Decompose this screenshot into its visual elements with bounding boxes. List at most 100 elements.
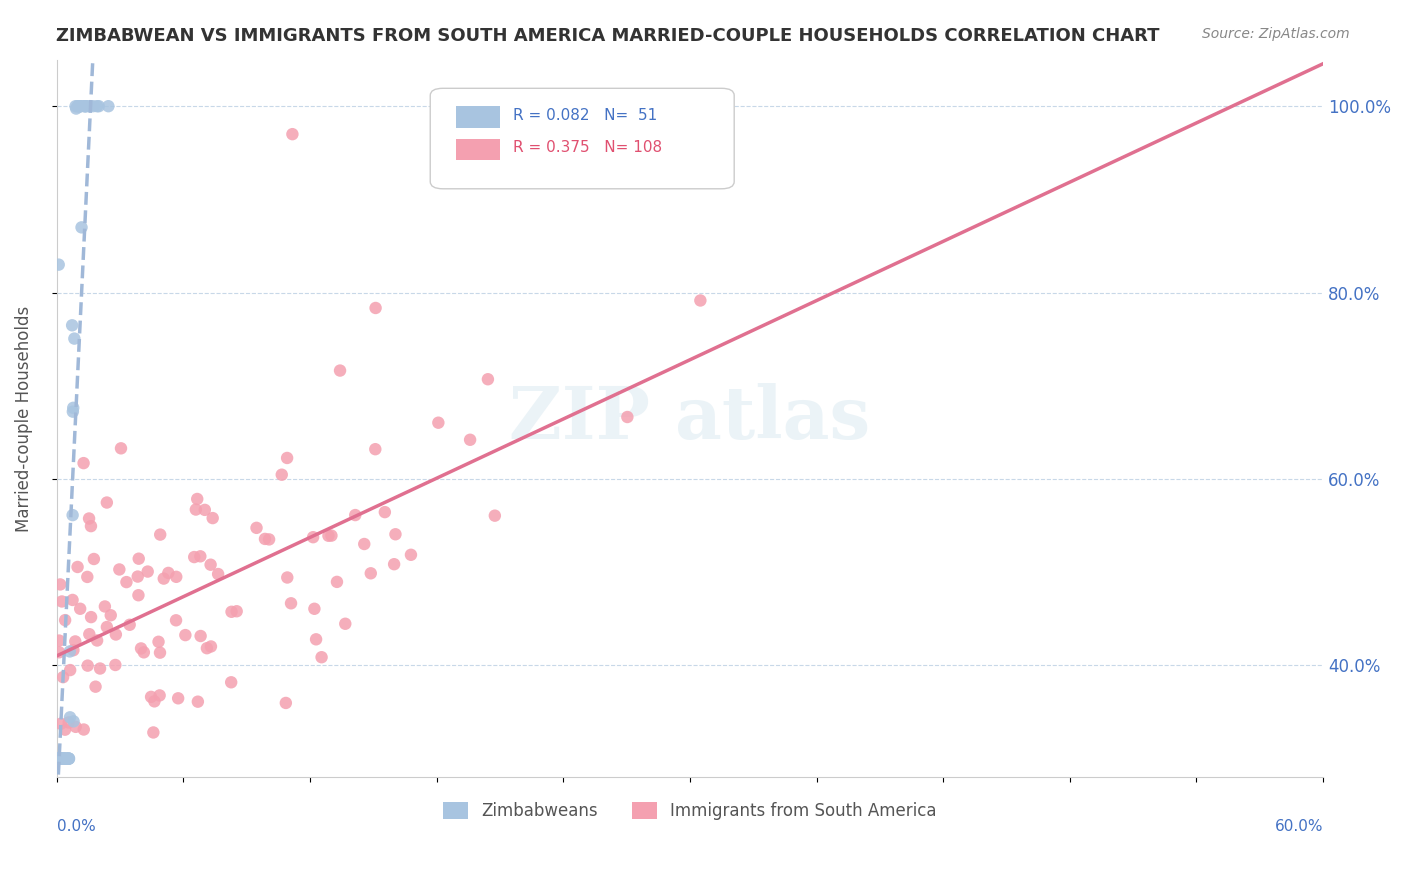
Immigrants from South America — [188, 549, 211, 564]
Zimbabweans — [51, 751, 73, 765]
Immigrants from South America — [77, 511, 100, 525]
Zimbabweans — [51, 751, 73, 765]
Text: ZIP atlas: ZIP atlas — [509, 383, 870, 454]
Immigrants from South America — [86, 633, 108, 648]
Immigrants from South America — [270, 467, 292, 482]
Zimbabweans — [53, 751, 76, 765]
Immigrants from South America — [59, 663, 82, 677]
Immigrants from South America — [52, 670, 75, 684]
Text: Source: ZipAtlas.com: Source: ZipAtlas.com — [1202, 27, 1350, 41]
Zimbabweans — [58, 751, 80, 765]
Immigrants from South America — [65, 720, 87, 734]
Zimbabweans — [58, 751, 80, 765]
Immigrants from South America — [280, 596, 302, 610]
Zimbabweans — [52, 751, 75, 765]
Zimbabweans — [52, 751, 75, 765]
Immigrants from South America — [129, 641, 152, 656]
Immigrants from South America — [427, 416, 450, 430]
Zimbabweans — [48, 258, 70, 272]
Immigrants from South America — [69, 601, 91, 615]
Immigrants from South America — [104, 627, 127, 641]
Immigrants from South America — [76, 570, 98, 584]
Immigrants from South America — [276, 450, 298, 465]
Zimbabweans — [48, 751, 70, 765]
Immigrants from South America — [100, 608, 122, 623]
Immigrants from South America — [201, 511, 224, 525]
Zimbabweans — [62, 404, 84, 418]
Immigrants from South America — [76, 658, 98, 673]
Immigrants from South America — [382, 558, 405, 572]
Immigrants from South America — [174, 628, 197, 642]
Immigrants from South America — [53, 613, 76, 627]
Zimbabweans — [49, 751, 72, 765]
Immigrants from South America — [96, 495, 118, 509]
Immigrants from South America — [219, 675, 242, 690]
Immigrants from South America — [184, 502, 207, 516]
Immigrants from South America — [58, 715, 80, 730]
Immigrants from South America — [335, 616, 357, 631]
Bar — [456, 106, 501, 128]
Zimbabweans — [82, 99, 104, 113]
Immigrants from South America — [118, 617, 141, 632]
Zimbabweans — [86, 99, 108, 113]
Immigrants from South America — [72, 456, 94, 470]
Immigrants from South America — [149, 527, 172, 541]
Immigrants from South America — [353, 537, 375, 551]
Immigrants from South America — [200, 640, 222, 654]
Immigrants from South America — [115, 575, 138, 590]
Zimbabweans — [59, 644, 82, 658]
Immigrants from South America — [65, 634, 87, 648]
Immigrants from South America — [305, 632, 328, 647]
Zimbabweans — [58, 751, 80, 765]
Immigrants from South America — [374, 505, 396, 519]
Immigrants from South America — [110, 442, 132, 456]
Immigrants from South America — [245, 521, 267, 535]
Immigrants from South America — [139, 690, 162, 704]
Immigrants from South America — [80, 610, 103, 624]
Zimbabweans — [69, 99, 91, 113]
Immigrants from South America — [143, 694, 166, 708]
Immigrants from South America — [104, 657, 127, 672]
Immigrants from South America — [360, 566, 382, 581]
Zimbabweans — [59, 710, 82, 724]
Immigrants from South America — [62, 593, 84, 607]
Immigrants from South America — [689, 293, 711, 308]
Zimbabweans — [55, 751, 77, 765]
Immigrants from South America — [49, 716, 72, 731]
Immigrants from South America — [477, 372, 499, 386]
Immigrants from South America — [157, 566, 180, 580]
Zimbabweans — [52, 751, 75, 765]
Immigrants from South America — [194, 503, 217, 517]
Immigrants from South America — [148, 634, 170, 648]
Immigrants from South America — [84, 680, 107, 694]
Zimbabweans — [69, 99, 91, 113]
Immigrants from South America — [326, 574, 349, 589]
Zimbabweans — [63, 332, 86, 346]
Immigrants from South America — [83, 552, 105, 566]
Immigrants from South America — [80, 519, 103, 533]
Immigrants from South America — [304, 601, 326, 615]
Immigrants from South America — [136, 565, 159, 579]
Immigrants from South America — [53, 723, 76, 737]
Zimbabweans — [62, 714, 84, 729]
Zimbabweans — [75, 99, 97, 113]
Text: 60.0%: 60.0% — [1275, 819, 1323, 834]
Immigrants from South America — [195, 641, 218, 656]
Immigrants from South America — [364, 442, 387, 457]
Immigrants from South America — [149, 646, 172, 660]
Zimbabweans — [69, 99, 91, 113]
Immigrants from South America — [127, 588, 149, 602]
Immigrants from South America — [458, 433, 481, 447]
Immigrants from South America — [344, 508, 367, 522]
Y-axis label: Married-couple Households: Married-couple Households — [15, 305, 32, 532]
Immigrants from South America — [108, 562, 131, 576]
Zimbabweans — [58, 751, 80, 765]
Immigrants from South America — [221, 605, 243, 619]
Immigrants from South America — [177, 817, 200, 831]
Zimbabweans — [48, 751, 70, 765]
Immigrants from South America — [79, 627, 101, 641]
Text: 0.0%: 0.0% — [56, 819, 96, 834]
Immigrants from South America — [321, 528, 343, 542]
Immigrants from South America — [207, 567, 229, 582]
Zimbabweans — [48, 751, 70, 765]
